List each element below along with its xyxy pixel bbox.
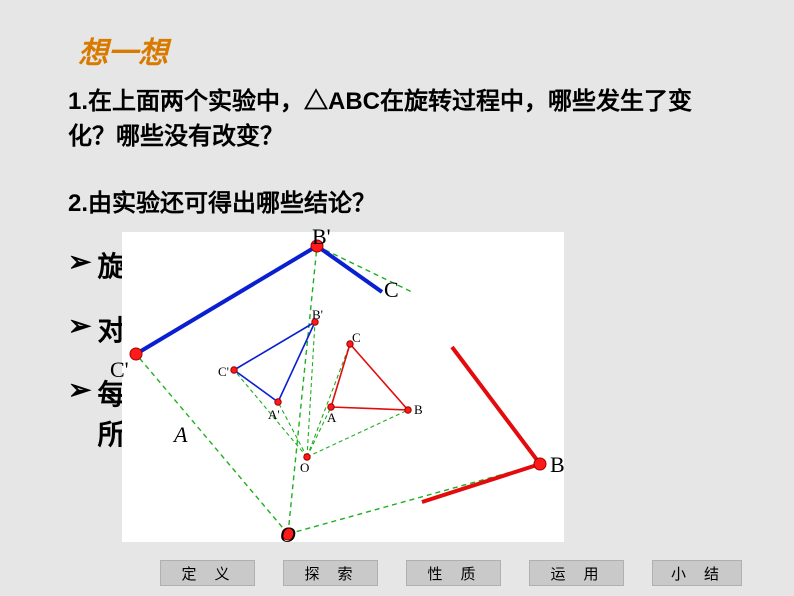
label-a-small: A: [327, 410, 336, 426]
slide: 想一想 1.在上面两个实验中，△ABC在旋转过程中，哪些发生了变化？哪些没有改变…: [0, 0, 794, 596]
figure-svg: [122, 232, 564, 542]
label-c-top: C: [384, 277, 399, 303]
label-b-right: B: [550, 452, 565, 478]
nav-bar: 定义 探索 性质 运用 小结: [160, 560, 742, 586]
bullet-marker-icon: ➢: [68, 309, 91, 342]
label-o-big: O: [280, 522, 296, 548]
nav-explore[interactable]: 探索: [283, 560, 378, 586]
heading-think: 想一想: [78, 28, 168, 72]
label-a-prime-small: A': [268, 407, 280, 423]
label-b-prime-small: B': [312, 307, 323, 323]
nav-summary[interactable]: 小结: [652, 560, 742, 586]
bullet-marker-icon: ➢: [68, 373, 91, 406]
question-2: 2.由实验还可得出哪些结论？: [68, 187, 728, 222]
label-b-prime-top: B': [312, 224, 331, 250]
label-o-small: O: [300, 460, 309, 476]
nav-apply[interactable]: 运用: [529, 560, 624, 586]
label-c-prime-left: C': [110, 357, 129, 383]
rotation-figure: B' C C' C' A A' A B' C B B O O: [122, 232, 564, 542]
nav-property[interactable]: 性质: [406, 560, 501, 586]
question-1: 1.在上面两个实验中，△ABC在旋转过程中，哪些发生了变化？哪些没有改变？: [68, 85, 728, 155]
nav-definition[interactable]: 定义: [160, 560, 255, 586]
bullet-marker-icon: ➢: [68, 245, 91, 278]
label-a-left: A: [174, 422, 187, 448]
label-c-small: C: [352, 330, 361, 346]
label-b-small: B: [414, 402, 423, 418]
label-c-prime-small: C': [218, 364, 229, 380]
